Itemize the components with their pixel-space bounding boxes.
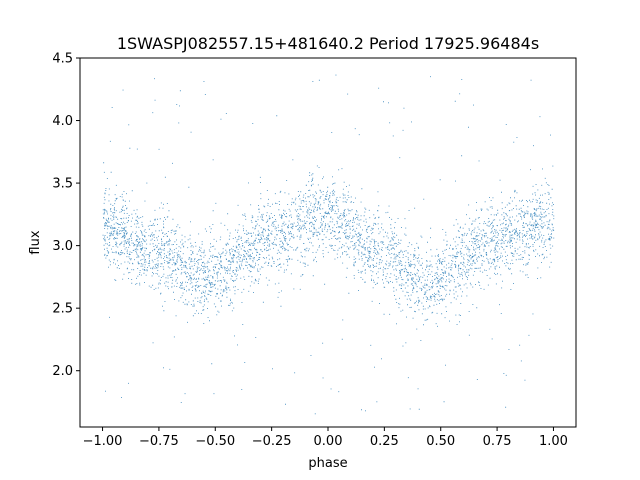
x-tick-label: −0.75 xyxy=(139,434,179,449)
x-axis-label: phase xyxy=(308,456,347,471)
y-tick-label: 2.0 xyxy=(52,364,73,379)
plot-area-frame xyxy=(79,57,577,428)
chart-title: 1SWASPJ082557.15+481640.2 Period 17925.9… xyxy=(117,34,539,53)
x-axis: −1.00 −0.75 −0.50 −0.25 0.00 0.25 0.50 0.75 1.00 xyxy=(83,427,568,449)
y-tick-label: 2.5 xyxy=(52,302,73,317)
x-tick-label: 0.00 xyxy=(314,434,343,449)
y-tick-label: 3.5 xyxy=(52,177,73,192)
x-tick-label: 0.25 xyxy=(370,434,399,449)
x-tick-label: 0.75 xyxy=(483,434,512,449)
x-tick-label: 1.00 xyxy=(539,434,568,449)
y-tick-label: 4.0 xyxy=(52,114,73,129)
y-axis: 2.0 2.5 3.0 3.5 4.0 4.5 xyxy=(52,52,80,379)
data-points xyxy=(102,74,555,415)
x-tick-label: −0.50 xyxy=(195,434,235,449)
y-axis-label: flux xyxy=(28,230,43,254)
y-tick-label: 4.5 xyxy=(52,52,73,67)
scatter-points xyxy=(102,74,555,415)
y-tick-label: 3.0 xyxy=(52,239,73,254)
x-tick-label: 0.50 xyxy=(426,434,455,449)
x-tick-label: −1.00 xyxy=(83,434,123,449)
x-tick-label: −0.25 xyxy=(252,434,292,449)
